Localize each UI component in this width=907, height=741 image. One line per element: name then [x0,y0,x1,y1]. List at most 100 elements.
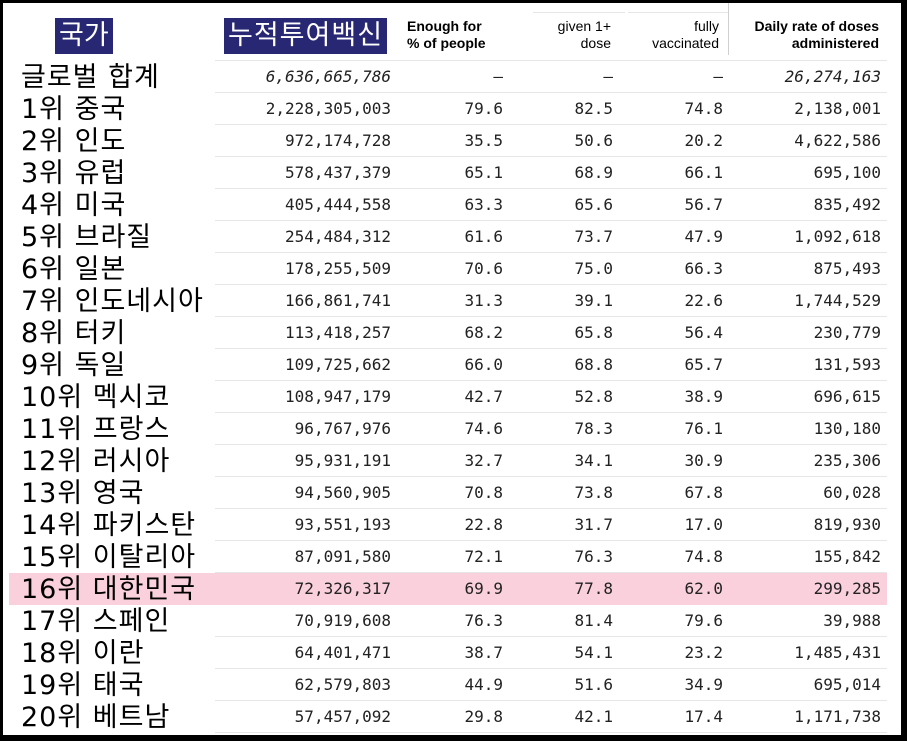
fully-cell: 62.0 [684,579,723,598]
country-header: 국가 [55,18,113,54]
daily-cell: 155,842 [813,547,881,566]
country-cell: 1위 중국 [21,94,127,125]
country-cell: 3위 유럽 [21,158,127,189]
table-row: 13위 영국 94,560,905 70.8 73.8 67.8 60,028 [3,477,901,509]
fully-cell: 34.9 [684,675,723,694]
enough-cell: 79.6 [464,99,503,118]
daily-cell: 2,138,001 [794,99,881,118]
row-divider [215,380,887,381]
daily-cell: 819,930 [813,515,881,534]
given-cell: 54.1 [574,643,613,662]
fully-cell: 17.4 [684,707,723,726]
given-cell: 31.7 [574,515,613,534]
row-divider [215,316,887,317]
daily-cell: 696,615 [813,387,881,406]
given-cell: 68.9 [574,163,613,182]
daily-cell: 39,988 [823,611,881,630]
table-row-highlighted: 16위 대한민국 72,326,317 69.9 77.8 62.0 299,285 [9,573,887,605]
total-doses-cell: 57,457,092 [294,707,391,726]
fully-cell: 23.2 [684,643,723,662]
given-cell: 42.1 [574,707,613,726]
daily-cell: 1,171,738 [794,707,881,726]
fully-cell: 66.1 [684,163,723,182]
fully-cell: 17.0 [684,515,723,534]
total-doses-header: 누적투여백신 [224,18,388,54]
daily-cell: 26,274,163 [784,67,881,86]
table-row: 10위 멕시코 108,947,179 42.7 52.8 38.9 696,615 [3,381,901,413]
given-cell: 75.0 [574,259,613,278]
total-doses-cell: 96,767,976 [294,419,391,438]
enough-cell: 63.3 [464,195,503,214]
fully-header-topline [628,12,728,13]
daily-cell: 875,493 [813,259,881,278]
total-doses-cell: 108,947,179 [285,387,391,406]
enough-cell: 69.9 [464,579,503,598]
row-divider [215,92,887,93]
row-divider [215,572,887,573]
table-row: 15위 이탈리아 87,091,580 72.1 76.3 74.8 155,842 [3,541,901,573]
daily-cell: 130,180 [813,419,881,438]
total-doses-cell: 95,931,191 [294,451,391,470]
row-divider [215,412,887,413]
total-doses-cell: 254,484,312 [285,227,391,246]
enough-header-line1: Enough for [407,18,482,34]
header-bottom-line [215,60,887,61]
fully-cell: 67.8 [684,483,723,502]
table-row: 5위 브라질 254,484,312 61.6 73.7 47.9 1,092,618 [3,221,901,253]
daily-header-line2: administered [791,35,879,51]
row-divider [215,700,887,701]
fully-header-divider [728,3,729,55]
total-doses-cell: 94,560,905 [294,483,391,502]
given-cell: 50.6 [574,131,613,150]
country-cell: 16위 대한민국 [21,574,197,605]
fully-cell: 74.8 [684,99,723,118]
table-row: 8위 터키 113,418,257 68.2 65.8 56.4 230,779 [3,317,901,349]
given-cell: 78.3 [574,419,613,438]
total-doses-cell: 6,636,665,786 [265,67,391,86]
given-header-topline [533,12,625,13]
enough-cell: 22.8 [464,515,503,534]
enough-header: Enough for % of people [407,18,507,52]
fully-header: fully vaccinated [623,18,719,52]
vaccine-table: 국가 누적투여백신 Enough for % of people given 1… [3,3,901,735]
daily-cell: 60,028 [823,483,881,502]
given-cell: 39.1 [574,291,613,310]
enough-cell: 74.6 [464,419,503,438]
table-row: 3위 유럽 578,437,379 65.1 68.9 66.1 695,100 [3,157,901,189]
fully-header-line2: vaccinated [652,35,719,51]
row-divider [215,220,887,221]
daily-cell: 695,100 [813,163,881,182]
fully-cell: 30.9 [684,451,723,470]
daily-cell: 299,285 [813,579,881,598]
given-cell: 76.3 [574,547,613,566]
country-cell: 9위 독일 [21,350,127,381]
country-cell: 8위 터키 [21,318,127,349]
table-row: 2위 인도 972,174,728 35.5 50.6 20.2 4,622,586 [3,125,901,157]
row-divider [215,636,887,637]
country-cell: 12위 러시아 [21,446,171,477]
daily-cell: 1,485,431 [794,643,881,662]
given-cell: 52.8 [574,387,613,406]
enough-cell: 35.5 [464,131,503,150]
row-divider [215,284,887,285]
country-cell: 17위 스페인 [21,606,171,637]
daily-cell: 835,492 [813,195,881,214]
table-row: 6위 일본 178,255,509 70.6 75.0 66.3 875,493 [3,253,901,285]
table-row: 4위 미국 405,444,558 63.3 65.6 56.7 835,492 [3,189,901,221]
row-divider [215,508,887,509]
fully-cell: 74.8 [684,547,723,566]
total-doses-cell: 109,725,662 [285,355,391,374]
country-cell: 10위 멕시코 [21,382,171,413]
enough-cell: – [493,67,503,86]
row-divider [215,444,887,445]
given-cell: 65.6 [574,195,613,214]
country-cell: 7위 인도네시아 [21,286,204,317]
table-row: 20위 베트남 57,457,092 29.8 42.1 17.4 1,171,738 [3,701,901,733]
daily-cell: 1,744,529 [794,291,881,310]
fully-cell: 38.9 [684,387,723,406]
table-row: 11위 프랑스 96,767,976 74.6 78.3 76.1 130,180 [3,413,901,445]
given-cell: 34.1 [574,451,613,470]
fully-header-line1: fully [694,18,719,34]
total-doses-cell: 178,255,509 [285,259,391,278]
country-cell: 글로벌 합계 [21,62,160,93]
